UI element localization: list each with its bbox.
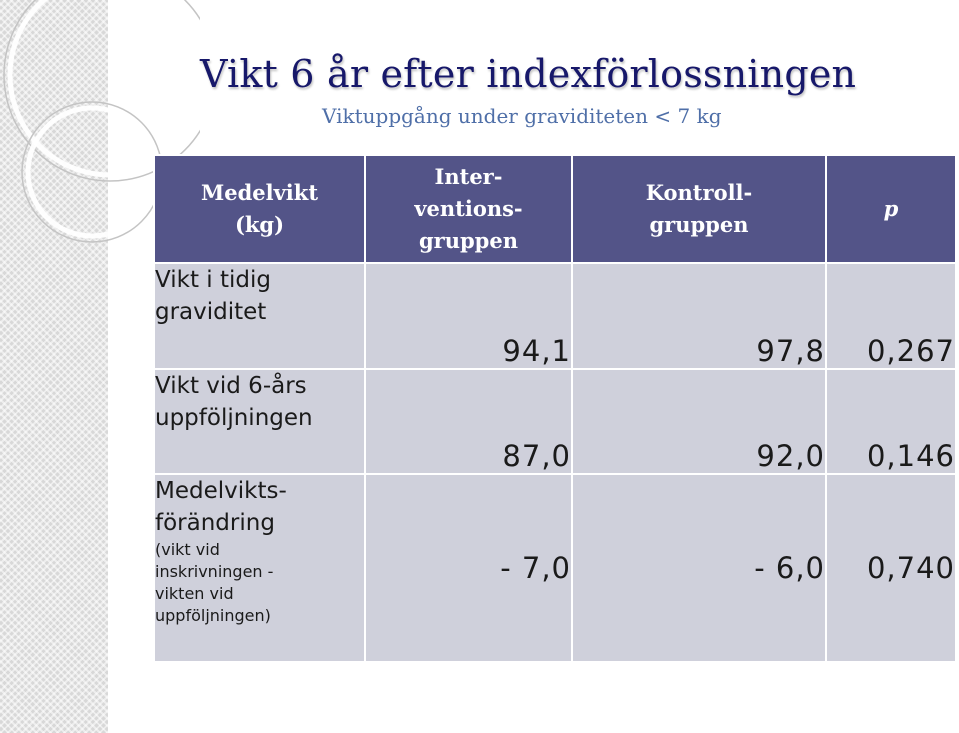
table-header-row: Medelvikt (kg) Inter- ventions- gruppen … bbox=[153, 154, 957, 264]
header-line: Medelvikt bbox=[200, 180, 319, 205]
row-label: Vikt i tidig graviditet bbox=[153, 262, 366, 370]
p-value: 0,740 bbox=[825, 473, 957, 663]
header-line: gruppen bbox=[649, 212, 749, 237]
row-note-line: uppföljningen) bbox=[155, 606, 271, 625]
row-label-line: Vikt i tidig bbox=[155, 267, 271, 293]
row-label: Medelvikts- förändring (vikt vid inskriv… bbox=[153, 473, 366, 663]
control-value: 92,0 bbox=[571, 368, 827, 475]
intervention-value: 94,1 bbox=[364, 262, 573, 370]
header-line: p bbox=[883, 196, 899, 221]
header-line: ventions- bbox=[414, 196, 523, 221]
header-line: Inter- bbox=[434, 164, 503, 189]
row-label-line: Medelvikts- bbox=[155, 478, 287, 504]
control-value: - 6,0 bbox=[571, 473, 827, 663]
row-note-line: inskrivningen - bbox=[155, 562, 274, 581]
page-title: Vikt 6 år efter indexförlossningen bbox=[200, 52, 857, 96]
header-p-value: p bbox=[825, 154, 957, 264]
intervention-value: - 7,0 bbox=[364, 473, 573, 663]
row-label: Vikt vid 6-års uppföljningen bbox=[153, 368, 366, 475]
control-value: 97,8 bbox=[571, 262, 827, 370]
row-label-line: förändring bbox=[155, 510, 275, 536]
header-mean-weight: Medelvikt (kg) bbox=[153, 154, 366, 264]
p-value: 0,146 bbox=[825, 368, 957, 475]
table-row: Vikt i tidig graviditet 94,1 97,8 0,267 bbox=[153, 262, 957, 370]
intervention-value: 87,0 bbox=[364, 368, 573, 475]
page-subtitle: Viktuppgång under graviditeten < 7 kg bbox=[322, 104, 722, 128]
header-line: (kg) bbox=[234, 212, 285, 237]
header-control-group: Kontroll- gruppen bbox=[571, 154, 827, 264]
p-value: 0,267 bbox=[825, 262, 957, 370]
row-label-line: uppföljningen bbox=[155, 405, 313, 431]
row-note-line: vikten vid bbox=[155, 584, 234, 603]
table-row: Vikt vid 6-års uppföljningen 87,0 92,0 0… bbox=[153, 368, 957, 475]
row-label-line: graviditet bbox=[155, 299, 267, 325]
header-line: gruppen bbox=[418, 228, 518, 253]
weight-table: Medelvikt (kg) Inter- ventions- gruppen … bbox=[153, 154, 957, 663]
header-line: Kontroll- bbox=[645, 180, 753, 205]
row-label-line: Vikt vid 6-års bbox=[155, 373, 307, 399]
header-intervention-group: Inter- ventions- gruppen bbox=[364, 154, 573, 264]
row-note-line: (vikt vid bbox=[155, 540, 220, 559]
table-row: Medelvikts- förändring (vikt vid inskriv… bbox=[153, 473, 957, 663]
